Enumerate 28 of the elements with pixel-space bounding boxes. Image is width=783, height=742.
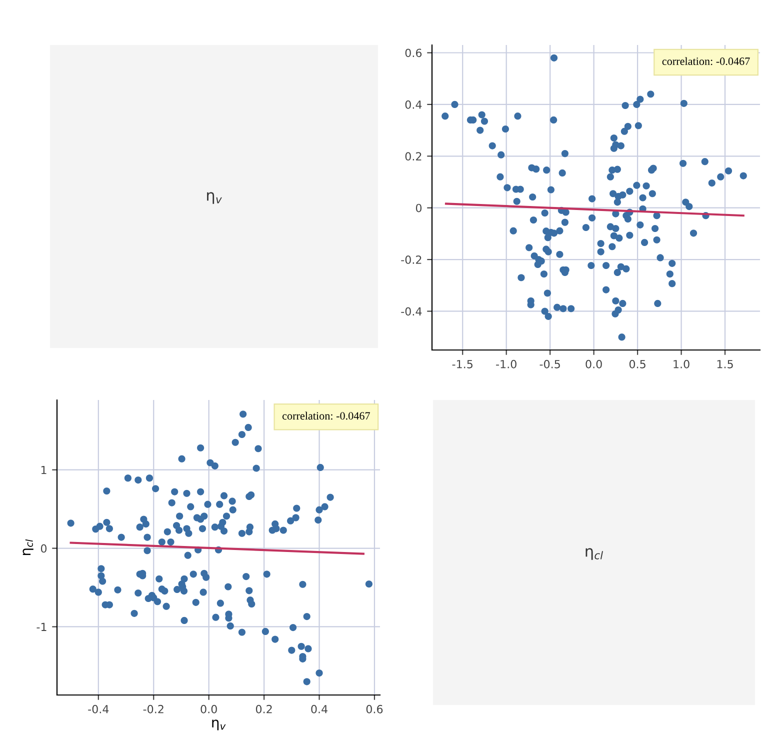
y-tick-label: -1 <box>36 622 46 631</box>
x-tick-label: 1.5 <box>717 360 733 368</box>
x-tick-label: -0.5 <box>540 360 560 368</box>
y-tick-label: 0 <box>40 544 47 553</box>
x-tick-label: 0.6 <box>366 704 383 714</box>
text: η$_{cl}$ <box>586 548 604 560</box>
x-axis-title: η$_{v}$ <box>212 720 226 730</box>
x-tick-label: 0.0 <box>200 704 217 714</box>
x-tick-label: -0.4 <box>88 704 109 714</box>
x-tick-label: 0.5 <box>629 360 646 368</box>
x-tick-label: -1.0 <box>496 360 516 368</box>
x-tick-label: -1.5 <box>452 360 472 368</box>
y-tick-label: 0.4 <box>405 100 422 109</box>
x-tick-label: 1.0 <box>674 360 690 368</box>
y-axis-title: η$_{cl}$ <box>22 539 34 555</box>
annotation: correlation: -0.0467 <box>282 412 370 420</box>
y-tick-label: 0 <box>416 204 422 212</box>
x-tick-label: -0.2 <box>143 704 164 714</box>
y-tick-label: -0.2 <box>401 256 422 264</box>
x-tick-label: 0.0 <box>586 360 602 368</box>
x-tick-label: 0.2 <box>256 704 272 714</box>
text: η$_{v}$ <box>207 192 222 204</box>
y-tick-label: 1 <box>41 466 46 474</box>
x-tick-label: 0.4 <box>311 704 328 714</box>
y-tick-label: -0.4 <box>401 307 422 316</box>
y-tick-label: 0.2 <box>405 152 422 161</box>
y-tick-label: 0.6 <box>405 48 422 58</box>
annotation: correlation: -0.0467 <box>662 57 750 66</box>
